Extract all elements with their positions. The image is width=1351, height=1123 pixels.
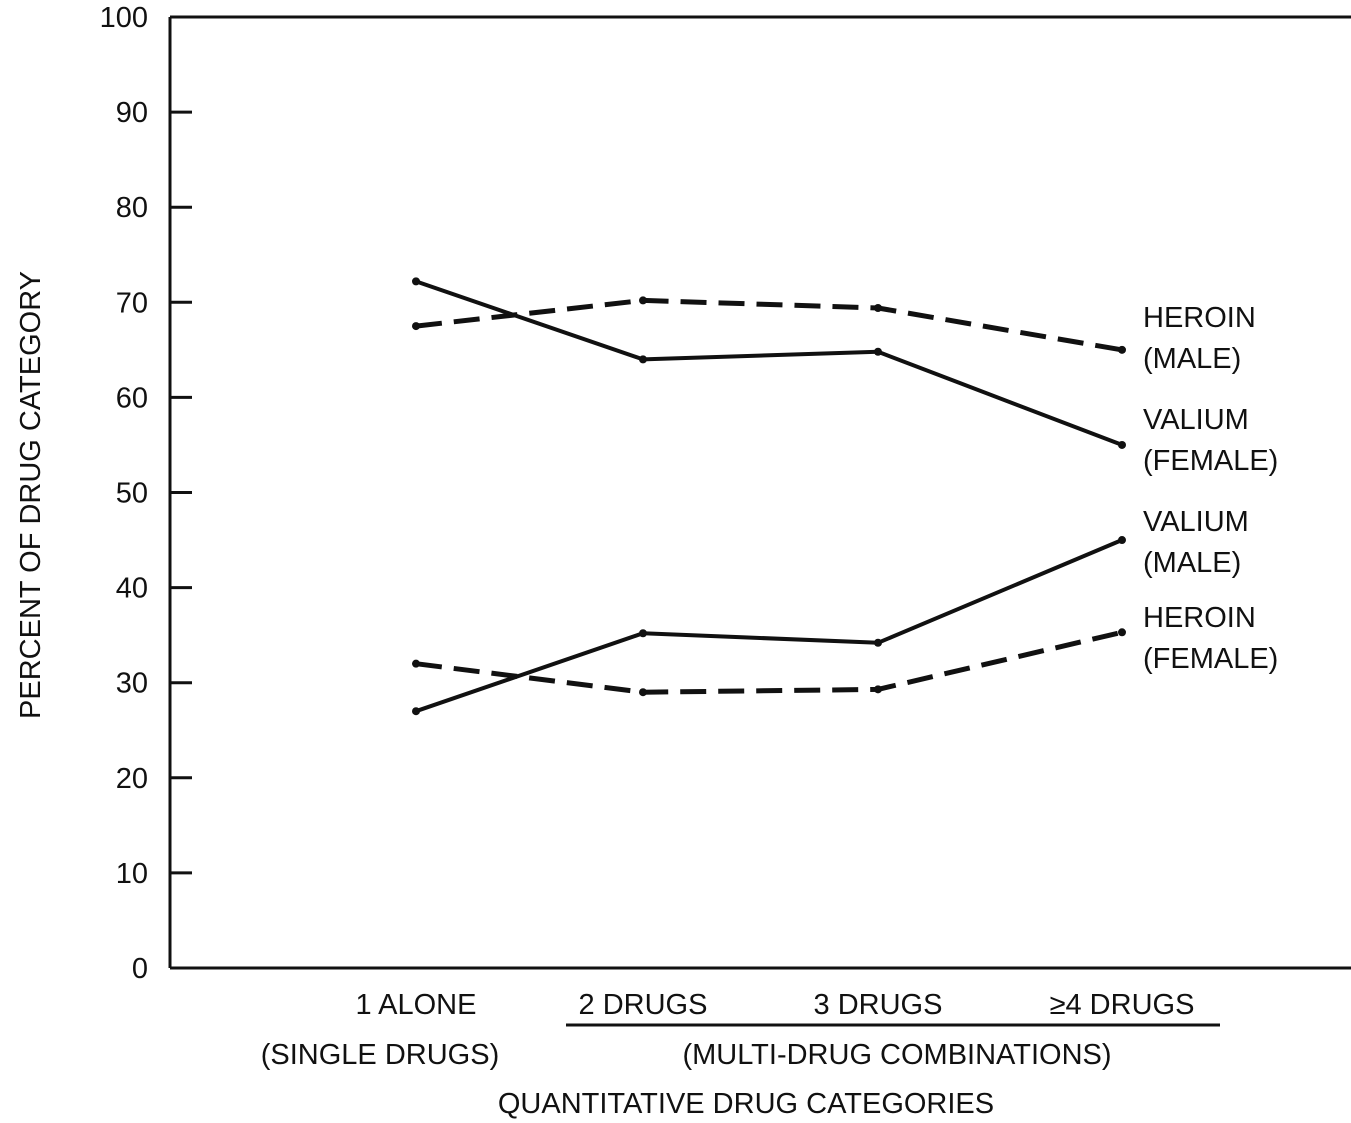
y-tick-label: 30 <box>116 668 148 700</box>
series-label: VALIUM (FEMALE) <box>1143 404 1278 477</box>
x-category-group-label: (MULTI-DRUG COMBINATIONS) <box>682 1039 1111 1071</box>
data-point <box>412 707 420 716</box>
axes <box>168 15 1351 970</box>
data-point <box>639 296 647 305</box>
data-point <box>1118 628 1126 637</box>
x-category-label: 2 DRUGS <box>579 989 708 1021</box>
y-tick-label: 100 <box>100 2 148 34</box>
series-line <box>415 538 1123 714</box>
data-point <box>1118 536 1126 545</box>
data-point <box>874 685 882 694</box>
series-line <box>415 629 1123 695</box>
series-label: HEROIN (MALE) <box>1143 302 1256 375</box>
y-tick-label: 10 <box>116 858 148 890</box>
data-point <box>412 659 420 668</box>
y-tick-label: 80 <box>116 192 148 224</box>
data-point <box>412 322 420 331</box>
data-point <box>1118 345 1126 354</box>
y-axis-ticks: 0 10 20 30 40 50 60 70 80 90 100 <box>100 2 192 985</box>
series-labels: HEROIN (MALE) VALIUM (FEMALE) VALIUM (MALE) HE… <box>1143 302 1278 675</box>
data-point <box>874 347 882 356</box>
y-tick-label: 40 <box>116 573 148 605</box>
y-tick-label: 70 <box>116 287 148 319</box>
data-point <box>1118 440 1126 449</box>
data-point <box>874 304 882 313</box>
y-tick-label: 20 <box>116 763 148 795</box>
y-tick-label: 50 <box>116 478 148 510</box>
y-tick-label: 60 <box>116 382 148 414</box>
data-point <box>412 277 420 286</box>
x-category-group-label: (SINGLE DRUGS) <box>261 1039 499 1071</box>
series-lines <box>412 277 1126 716</box>
data-point <box>639 688 647 697</box>
series-line <box>415 279 1123 447</box>
data-point <box>639 355 647 364</box>
y-tick-label: 0 <box>132 953 148 985</box>
data-point <box>874 638 882 647</box>
series-line <box>415 297 1123 353</box>
series-label: VALIUM (MALE) <box>1143 506 1249 579</box>
x-category-label: ≥4 DRUGS <box>1050 989 1195 1021</box>
y-axis-title: PERCENT OF DRUG CATEGORY <box>15 271 47 719</box>
series-label: HEROIN (FEMALE) <box>1143 602 1278 675</box>
data-point <box>639 629 647 638</box>
x-category-label: 3 DRUGS <box>814 989 943 1021</box>
x-axis-labels: 1 ALONE 2 DRUGS 3 DRUGS ≥4 DRUGS (SINGLE DRU… <box>261 989 1220 1071</box>
y-tick-label: 90 <box>116 97 148 129</box>
x-category-label: 1 ALONE <box>356 989 477 1021</box>
x-axis-title: QUANTITATIVE DRUG CATEGORIES <box>498 1088 994 1120</box>
